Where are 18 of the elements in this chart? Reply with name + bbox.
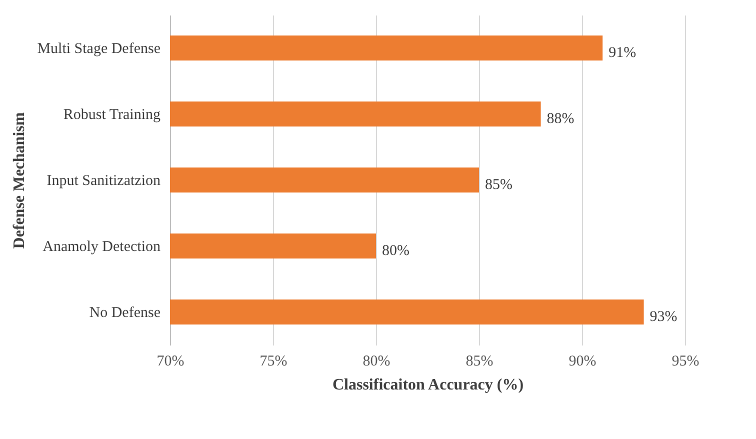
data-label: 88% (546, 111, 574, 127)
y-tick-label: No Defense (89, 305, 161, 321)
y-tick-label: Input Sanitizatzion (46, 173, 161, 189)
x-tick-label: 75% (260, 354, 288, 370)
data-label: 91% (608, 45, 636, 61)
data-label: 85% (485, 177, 512, 193)
x-tick-label: 85% (466, 354, 494, 370)
x-tick-label: 95% (672, 354, 700, 370)
x-axis-title: Classificaiton Accuracy (%) (332, 376, 524, 394)
y-axis-title: Defense Mechanism (11, 112, 28, 249)
y-tick-label: Robust Training (63, 107, 161, 123)
y-tick-label: Anamoly Detection (42, 239, 161, 255)
x-tick-label: 90% (568, 354, 596, 370)
x-tick-label: 80% (362, 354, 390, 370)
x-tick-label: 70% (156, 354, 184, 370)
y-tick-label: Multi Stage Defense (37, 41, 161, 57)
data-label: 80% (382, 243, 410, 259)
data-label: 93% (650, 309, 678, 325)
